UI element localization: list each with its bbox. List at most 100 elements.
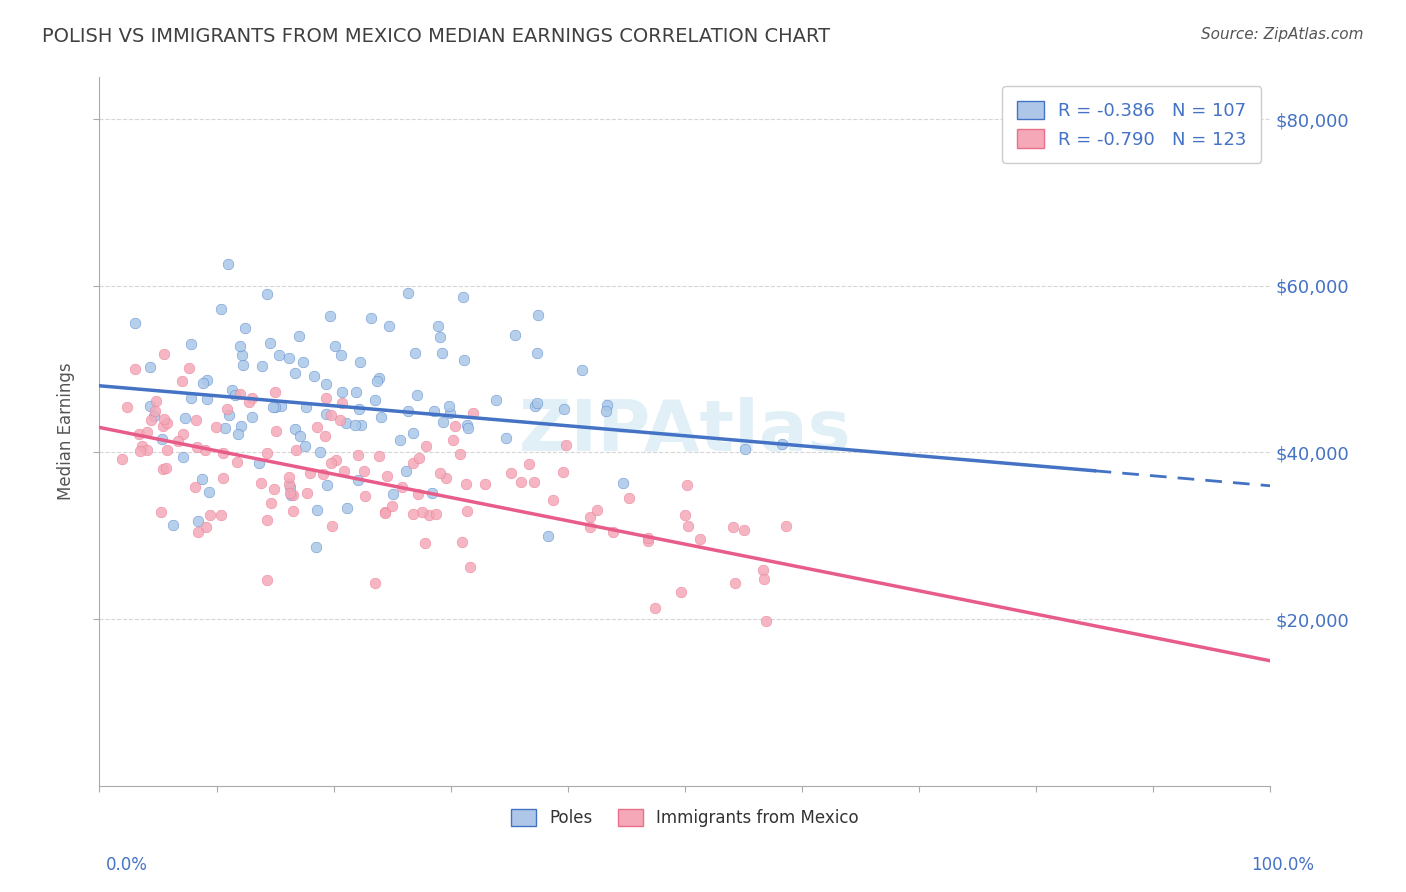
Point bbox=[145, 394, 167, 409]
Point bbox=[420, 486, 443, 500]
Point bbox=[503, 328, 526, 343]
Point bbox=[315, 376, 337, 391]
Point bbox=[429, 330, 451, 344]
Point bbox=[457, 421, 479, 435]
Point bbox=[404, 346, 426, 360]
Point bbox=[256, 287, 278, 301]
Point bbox=[551, 465, 574, 479]
Point bbox=[226, 426, 249, 441]
Point bbox=[190, 472, 212, 486]
Point bbox=[226, 455, 249, 469]
Point bbox=[347, 401, 370, 416]
Legend: Poles, Immigrants from Mexico: Poles, Immigrants from Mexico bbox=[505, 803, 865, 834]
Point bbox=[453, 353, 475, 368]
Point bbox=[124, 362, 146, 376]
Point bbox=[377, 319, 399, 334]
Text: 0.0%: 0.0% bbox=[105, 855, 148, 873]
Point bbox=[288, 328, 311, 343]
Point bbox=[194, 443, 217, 458]
Point bbox=[209, 508, 232, 523]
Point bbox=[484, 393, 506, 408]
Point bbox=[402, 425, 425, 440]
Point bbox=[344, 384, 367, 399]
Point bbox=[143, 409, 166, 423]
Point bbox=[585, 503, 607, 517]
Point bbox=[405, 388, 427, 402]
Point bbox=[295, 400, 318, 414]
Point bbox=[150, 505, 173, 519]
Point bbox=[177, 361, 200, 376]
Point bbox=[247, 457, 270, 471]
Point bbox=[353, 489, 375, 503]
Point bbox=[595, 404, 617, 418]
Point bbox=[408, 451, 430, 466]
Point bbox=[152, 347, 174, 361]
Point bbox=[221, 384, 243, 398]
Point bbox=[231, 348, 253, 362]
Point bbox=[495, 431, 517, 445]
Point bbox=[366, 374, 388, 388]
Point bbox=[637, 531, 659, 545]
Point bbox=[280, 488, 302, 502]
Point bbox=[330, 396, 353, 410]
Point bbox=[288, 428, 311, 442]
Point bbox=[676, 477, 699, 491]
Point bbox=[129, 443, 152, 458]
Point bbox=[644, 600, 666, 615]
Text: Source: ZipAtlas.com: Source: ZipAtlas.com bbox=[1201, 27, 1364, 42]
Point bbox=[444, 419, 467, 434]
Point bbox=[733, 524, 755, 538]
Point bbox=[305, 541, 328, 555]
Point bbox=[197, 485, 219, 500]
Point bbox=[139, 359, 162, 374]
Point bbox=[198, 508, 221, 523]
Point bbox=[330, 385, 353, 400]
Point bbox=[389, 433, 412, 447]
Point bbox=[278, 476, 301, 491]
Point bbox=[217, 257, 239, 271]
Point bbox=[139, 399, 162, 413]
Point bbox=[526, 308, 548, 322]
Point bbox=[368, 450, 391, 464]
Point bbox=[775, 518, 797, 533]
Point bbox=[195, 520, 218, 534]
Point bbox=[218, 408, 240, 422]
Point bbox=[266, 424, 288, 438]
Point bbox=[474, 476, 496, 491]
Point bbox=[117, 400, 139, 414]
Point bbox=[612, 476, 634, 491]
Point bbox=[186, 440, 208, 454]
Point bbox=[579, 510, 602, 524]
Point bbox=[360, 311, 382, 326]
Point bbox=[281, 503, 304, 517]
Point bbox=[669, 584, 692, 599]
Point bbox=[128, 426, 150, 441]
Point bbox=[415, 439, 437, 453]
Point bbox=[364, 392, 387, 407]
Point bbox=[526, 346, 548, 360]
Point bbox=[321, 519, 343, 533]
Point bbox=[380, 499, 402, 513]
Point bbox=[395, 465, 418, 479]
Point bbox=[402, 507, 425, 521]
Point bbox=[456, 504, 478, 518]
Point bbox=[256, 513, 278, 527]
Point bbox=[156, 443, 179, 458]
Point bbox=[111, 452, 134, 467]
Point bbox=[329, 413, 352, 427]
Point bbox=[228, 387, 250, 401]
Point bbox=[170, 374, 193, 388]
Point bbox=[205, 420, 228, 434]
Point bbox=[375, 469, 398, 483]
Point bbox=[264, 400, 287, 414]
Point bbox=[291, 355, 314, 369]
Point bbox=[195, 373, 218, 387]
Point bbox=[209, 302, 232, 317]
Point bbox=[553, 402, 575, 417]
Point bbox=[299, 467, 322, 481]
Point bbox=[172, 450, 194, 464]
Point bbox=[232, 358, 254, 372]
Point bbox=[676, 518, 699, 533]
Point bbox=[259, 336, 281, 351]
Point bbox=[432, 415, 454, 429]
